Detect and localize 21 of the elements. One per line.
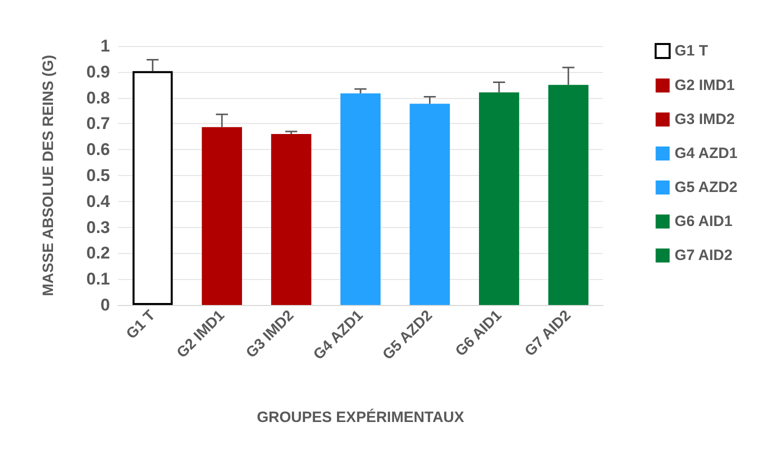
y-tick-label: 0.1 (86, 270, 110, 289)
y-tick-label: 0.6 (86, 140, 110, 160)
x-tick-label: G1 T (123, 306, 159, 343)
y-tick-label: 0.5 (86, 166, 110, 185)
y-tick-label: 1 (100, 36, 110, 56)
y-tick-label: 0 (100, 296, 110, 314)
y-tick-label: 0.7 (86, 114, 110, 134)
legend-label: G2 IMD1 (674, 77, 735, 94)
y-axis-title: MASSE ABSOLUE DES REINS (G) (40, 54, 57, 296)
y-tick-label: 0.8 (86, 88, 110, 108)
legend-label: G5 AZD2 (674, 179, 738, 196)
x-axis-title: GROUPES EXPÉRIMENTAUX (256, 408, 464, 426)
legend-label: G6 AID1 (674, 213, 732, 230)
y-tick-label: 0.2 (86, 244, 110, 263)
legend-label: G1 T (674, 42, 708, 60)
legend-label: G7 AID2 (674, 247, 732, 264)
legend-label: G3 IMD2 (674, 111, 735, 128)
legend-label: G4 AZD1 (674, 145, 738, 162)
y-tick-label: 0.4 (86, 192, 111, 211)
y-tick-label: 0.9 (86, 62, 110, 82)
y-tick-label: 0.3 (86, 218, 110, 237)
